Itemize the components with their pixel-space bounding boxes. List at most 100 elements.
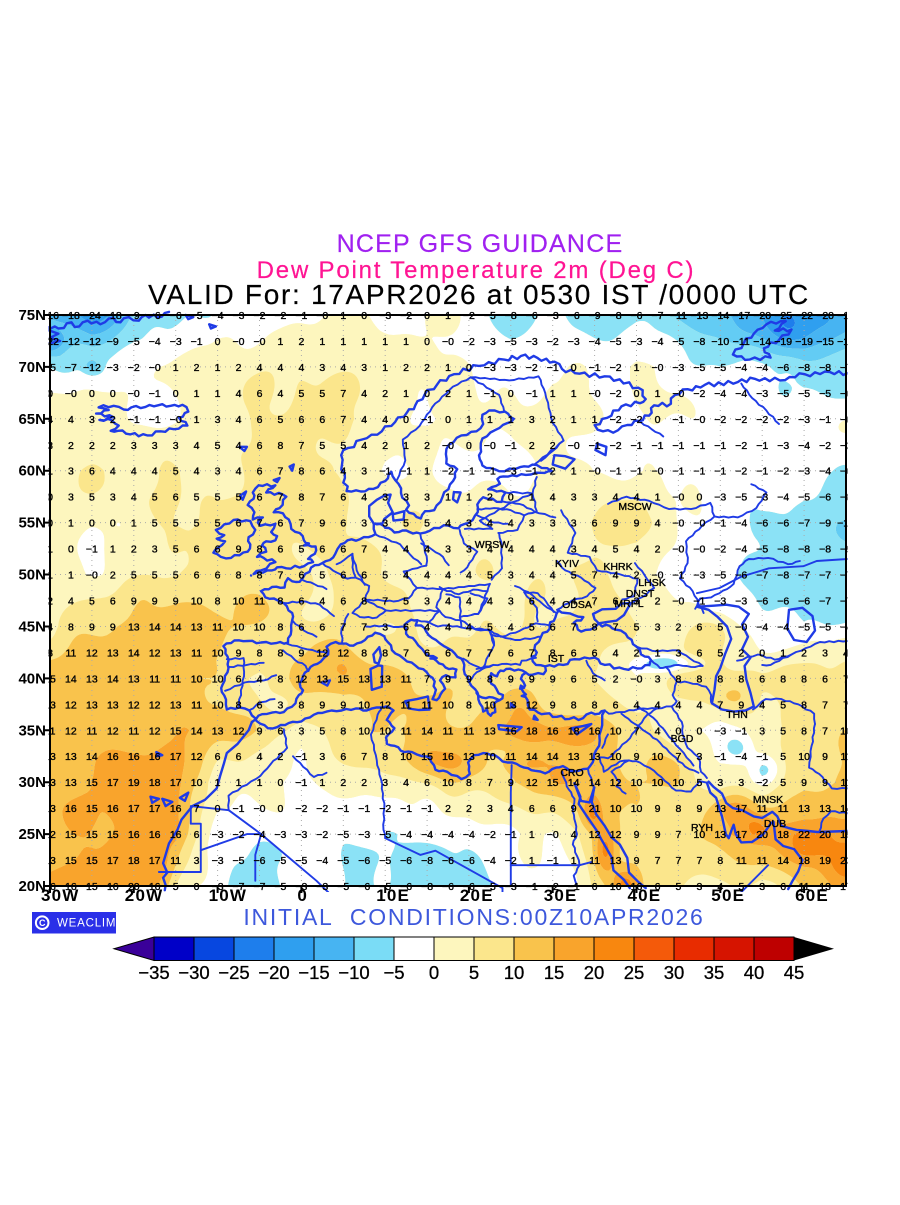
svg-text:−4: −4	[652, 336, 664, 348]
svg-text:16: 16	[107, 803, 119, 815]
svg-text:10: 10	[233, 622, 245, 634]
svg-text:9: 9	[89, 622, 95, 634]
svg-text:1: 1	[173, 362, 179, 374]
svg-text:−7: −7	[819, 570, 831, 582]
svg-text:−2: −2	[735, 440, 747, 452]
svg-text:2: 2	[801, 647, 807, 659]
svg-text:2: 2	[655, 544, 661, 556]
svg-text:5: 5	[634, 622, 640, 634]
svg-text:8: 8	[466, 777, 472, 789]
svg-text:−1: −1	[86, 544, 98, 556]
svg-text:12: 12	[526, 777, 538, 789]
svg-text:−2: −2	[526, 362, 538, 374]
svg-text:−6: −6	[358, 855, 370, 867]
svg-text:−2: −2	[233, 829, 245, 841]
svg-text:15: 15	[337, 673, 349, 685]
svg-text:3: 3	[529, 414, 535, 426]
svg-text:4: 4	[194, 466, 200, 478]
svg-text:2: 2	[466, 803, 472, 815]
svg-text:−6: −6	[400, 855, 412, 867]
svg-text:−7: −7	[840, 570, 852, 582]
svg-text:50E: 50E	[711, 886, 745, 905]
svg-text:−5: −5	[756, 544, 768, 556]
svg-text:8: 8	[801, 725, 807, 737]
svg-text:1: 1	[508, 414, 514, 426]
svg-text:4: 4	[361, 414, 367, 426]
svg-text:6: 6	[340, 751, 346, 763]
svg-text:6: 6	[298, 570, 304, 582]
svg-text:15: 15	[86, 829, 98, 841]
svg-text:6: 6	[257, 699, 263, 711]
svg-text:10: 10	[442, 699, 454, 711]
svg-text:16: 16	[128, 751, 140, 763]
svg-text:3: 3	[571, 492, 577, 504]
svg-text:8: 8	[801, 699, 807, 711]
svg-text:9: 9	[613, 518, 619, 530]
svg-text:10: 10	[191, 777, 203, 789]
svg-text:9: 9	[634, 518, 640, 530]
svg-text:30E: 30E	[544, 886, 578, 905]
svg-text:7: 7	[613, 622, 619, 634]
svg-text:13: 13	[107, 699, 119, 711]
svg-text:−2: −2	[693, 388, 705, 400]
svg-text:12: 12	[316, 647, 328, 659]
svg-text:3: 3	[152, 440, 158, 452]
svg-text:5: 5	[592, 673, 598, 685]
svg-text:75N: 75N	[18, 307, 46, 324]
svg-text:11: 11	[841, 751, 852, 763]
svg-text:3: 3	[68, 466, 74, 478]
svg-text:12: 12	[107, 725, 119, 737]
svg-text:4: 4	[152, 466, 158, 478]
svg-text:−0: −0	[233, 336, 245, 348]
svg-text:0: 0	[466, 362, 472, 374]
svg-text:0: 0	[571, 362, 577, 374]
svg-text:5: 5	[152, 518, 158, 530]
svg-text:−1: −1	[672, 440, 684, 452]
svg-text:4: 4	[550, 570, 556, 582]
svg-text:−1: −1	[547, 362, 559, 374]
svg-text:18: 18	[128, 855, 140, 867]
svg-text:−1: −1	[693, 466, 705, 478]
svg-text:7: 7	[361, 622, 367, 634]
svg-text:−1: −1	[400, 803, 412, 815]
svg-text:2: 2	[68, 440, 74, 452]
svg-text:25N: 25N	[18, 826, 46, 843]
svg-text:−5: −5	[735, 492, 747, 504]
svg-text:−30: −30	[178, 962, 209, 983]
svg-text:10: 10	[358, 725, 370, 737]
svg-text:−1: −1	[128, 414, 140, 426]
svg-text:3: 3	[382, 492, 388, 504]
svg-text:8: 8	[257, 647, 263, 659]
svg-text:−1: −1	[421, 803, 433, 815]
svg-text:13: 13	[44, 699, 56, 711]
svg-text:4: 4	[236, 388, 242, 400]
svg-text:11: 11	[170, 855, 181, 867]
svg-text:−12: −12	[83, 362, 101, 374]
svg-text:6: 6	[571, 673, 577, 685]
svg-text:7: 7	[487, 777, 493, 789]
svg-text:4: 4	[487, 544, 493, 556]
svg-text:−11: −11	[733, 336, 750, 348]
svg-text:−0: −0	[254, 336, 266, 348]
svg-text:0: 0	[215, 803, 221, 815]
svg-text:14: 14	[191, 725, 203, 737]
svg-text:60E: 60E	[795, 886, 829, 905]
svg-text:−8: −8	[819, 362, 831, 374]
svg-text:4: 4	[759, 699, 765, 711]
svg-text:11: 11	[505, 751, 516, 763]
svg-text:4: 4	[550, 596, 556, 608]
svg-text:15: 15	[547, 777, 559, 789]
svg-text:2: 2	[655, 596, 661, 608]
svg-text:2: 2	[613, 673, 619, 685]
svg-text:2: 2	[110, 440, 116, 452]
svg-text:6: 6	[110, 596, 116, 608]
svg-text:0: 0	[277, 803, 283, 815]
svg-text:−5: −5	[383, 962, 404, 983]
svg-text:6: 6	[257, 388, 263, 400]
svg-text:5: 5	[319, 440, 325, 452]
svg-text:0: 0	[89, 518, 95, 530]
svg-text:10: 10	[379, 725, 391, 737]
svg-text:4: 4	[592, 544, 598, 556]
svg-text:5: 5	[173, 466, 179, 478]
svg-text:30N: 30N	[18, 774, 46, 791]
